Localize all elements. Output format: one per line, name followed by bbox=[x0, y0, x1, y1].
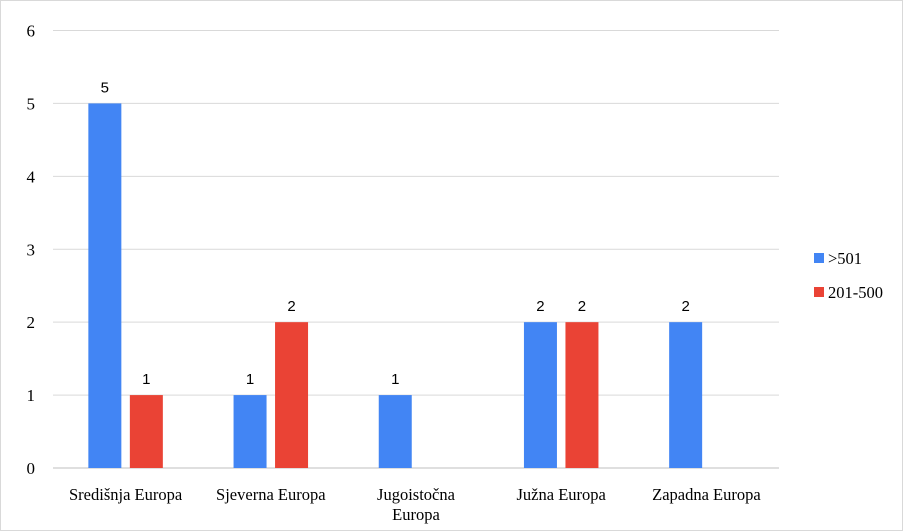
x-tick-label: Južna Europa bbox=[517, 485, 607, 504]
y-axis-ticks: 0 1 2 3 4 5 6 bbox=[27, 22, 36, 479]
x-axis-ticks: Središnja Europa Sjeverna Europa Jugoistoč… bbox=[69, 485, 761, 524]
bars bbox=[88, 103, 703, 469]
data-label: 1 bbox=[142, 371, 150, 388]
data-label: 2 bbox=[578, 298, 586, 315]
bar bbox=[233, 395, 267, 468]
bar bbox=[669, 322, 703, 468]
legend: >501 201-500 bbox=[814, 249, 883, 302]
x-tick-label: Središnja Europa bbox=[69, 485, 183, 504]
legend-label: >501 bbox=[828, 249, 862, 268]
y-tick-label: 3 bbox=[27, 240, 36, 259]
bar bbox=[129, 395, 163, 468]
y-tick-label: 2 bbox=[27, 313, 36, 332]
data-label: 2 bbox=[681, 298, 689, 315]
y-tick-label: 0 bbox=[27, 459, 36, 478]
gridlines bbox=[53, 30, 779, 469]
x-tick-label: Sjeverna Europa bbox=[216, 485, 326, 504]
bar bbox=[275, 322, 309, 468]
data-label: 1 bbox=[391, 371, 399, 388]
y-tick-label: 6 bbox=[27, 22, 36, 41]
y-tick-label: 4 bbox=[27, 167, 36, 186]
bar bbox=[565, 322, 599, 468]
data-label: 5 bbox=[101, 79, 109, 96]
y-tick-label: 5 bbox=[27, 94, 36, 113]
legend-swatch bbox=[814, 287, 824, 297]
data-labels: 5 1 1 2 1 2 2 2 bbox=[101, 79, 690, 388]
y-tick-label: 1 bbox=[27, 386, 36, 405]
bar bbox=[523, 322, 557, 468]
data-label: 2 bbox=[536, 298, 544, 315]
data-label: 1 bbox=[246, 371, 254, 388]
legend-swatch bbox=[814, 253, 824, 263]
x-tick-label: Jugoistočna Europa bbox=[377, 485, 456, 524]
data-label: 2 bbox=[287, 298, 295, 315]
x-tick-label: Zapadna Europa bbox=[652, 485, 761, 504]
bar bbox=[88, 103, 122, 469]
legend-label: 201-500 bbox=[828, 283, 883, 302]
bar bbox=[378, 395, 412, 468]
